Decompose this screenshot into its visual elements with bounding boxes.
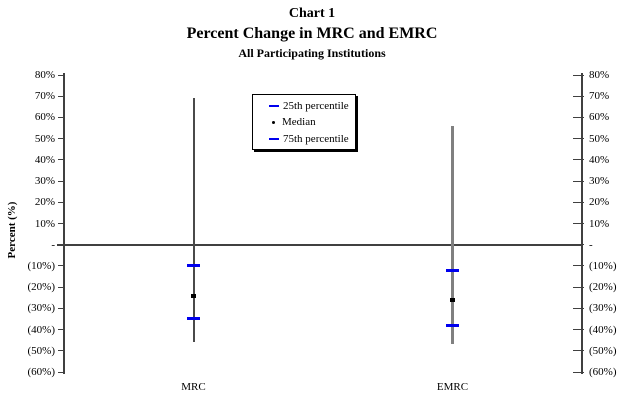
- y-tick-right: [573, 74, 584, 76]
- chart-title: Chart 1: [288, 6, 336, 21]
- y-tick-label-left: (50%): [27, 344, 56, 357]
- y-tick-right: [573, 350, 584, 352]
- y-tick-label-left: (10%): [27, 259, 56, 272]
- y-tick-left: [58, 329, 64, 331]
- x-category-label: MRC: [181, 381, 206, 393]
- y-tick-label-left: (60%): [27, 366, 56, 378]
- percentile-dash-icon: [269, 137, 279, 140]
- y-tick-label-right: 40%: [589, 153, 610, 166]
- y-tick-right: [573, 265, 584, 267]
- y-tick-label-right: 50%: [589, 132, 610, 145]
- y-tick-left: [58, 138, 64, 140]
- legend-label-75th-percentile: 75th percentile: [283, 132, 349, 145]
- y-tick-label-right: 10%: [589, 217, 610, 230]
- legend-item-25th-percentile: 25th percentile: [269, 100, 355, 112]
- y-tick-right: [573, 223, 584, 224]
- y-tick-left: [58, 159, 64, 161]
- percentile-marker-p75: [446, 268, 459, 272]
- y-tick-right: [573, 138, 584, 140]
- y-tick-left: [58, 350, 64, 352]
- y-tick-label-right: 30%: [589, 175, 610, 188]
- y-tick-left: [58, 74, 64, 76]
- percentile-dash-icon: [269, 104, 279, 107]
- y-tick-left: [58, 180, 64, 182]
- y-tick-label-left: 80%: [34, 69, 55, 81]
- y-tick-right: [573, 159, 584, 161]
- y-tick-label-left: 70%: [34, 90, 55, 103]
- y-tick-right: [573, 116, 584, 118]
- y-tick-label-right: -: [589, 238, 593, 251]
- y-tick-left: [58, 286, 64, 288]
- y-tick-right: [573, 201, 584, 203]
- chart-subtitle: Percent Change in MRC and EMRC: [186, 25, 438, 42]
- y-axis-left: [63, 73, 65, 374]
- y-tick-label-left: (30%): [27, 302, 56, 315]
- y-tick-left: [58, 201, 64, 203]
- y-tick-label-left: 50%: [34, 132, 55, 145]
- median-marker: [191, 293, 196, 298]
- y-tick-left: [58, 265, 64, 267]
- median-dot-icon: [272, 120, 275, 124]
- y-tick-label-right: 70%: [589, 90, 610, 103]
- y-tick-label-right: (60%): [589, 366, 617, 378]
- chart-subsubtitle: All Participating Institutions: [238, 46, 386, 60]
- percentile-marker-p75: [187, 264, 200, 268]
- y-tick-label-left: 60%: [34, 111, 55, 124]
- y-tick-right: [573, 180, 584, 182]
- legend-label-25th-percentile: 25th percentile: [283, 99, 349, 112]
- y-tick-right: [573, 329, 584, 331]
- y-tick-label-right: (30%): [589, 302, 617, 315]
- y-tick-right: [573, 286, 584, 288]
- y-tick-label-left: (20%): [27, 281, 56, 294]
- zero-line: [57, 243, 583, 246]
- series-range-line: [451, 125, 454, 345]
- y-tick-left: [58, 116, 64, 118]
- legend-item-75th-percentile: 75th percentile: [269, 133, 355, 145]
- y-tick-right: [573, 307, 584, 309]
- legend: 25th percentile Median 75th percentile: [252, 94, 356, 150]
- series-range-line: [192, 98, 195, 343]
- y-tick-label-right: 20%: [589, 196, 610, 209]
- y-tick-label-right: 60%: [589, 111, 610, 124]
- y-tick-label-right: (50%): [589, 344, 617, 357]
- y-tick-label-right: (10%): [589, 259, 617, 272]
- y-tick-label-left: 20%: [34, 196, 55, 209]
- y-tick-label-left: (40%): [27, 323, 56, 336]
- percentile-marker-p25: [446, 323, 459, 327]
- percentile-marker-p25: [187, 317, 200, 321]
- legend-label-median: Median: [282, 116, 316, 128]
- y-tick-label-left: 30%: [34, 175, 55, 188]
- y-tick-label-right: (40%): [589, 323, 617, 336]
- y-tick-left: [58, 371, 64, 373]
- y-tick-right: [573, 371, 584, 373]
- y-tick-label-right: (20%): [589, 281, 617, 294]
- y-tick-label-right: 80%: [589, 69, 610, 81]
- legend-item-median: Median: [269, 116, 355, 128]
- y-tick-label-left: -: [51, 238, 55, 251]
- y-tick-right: [573, 95, 584, 97]
- y-tick-left: [58, 95, 64, 97]
- y-tick-label-left: 40%: [34, 153, 55, 166]
- y-tick-left: [58, 223, 64, 224]
- y-tick-label-left: 10%: [34, 217, 55, 230]
- y-tick-left: [58, 307, 64, 309]
- median-marker: [450, 297, 455, 302]
- x-category-label: EMRC: [436, 381, 469, 393]
